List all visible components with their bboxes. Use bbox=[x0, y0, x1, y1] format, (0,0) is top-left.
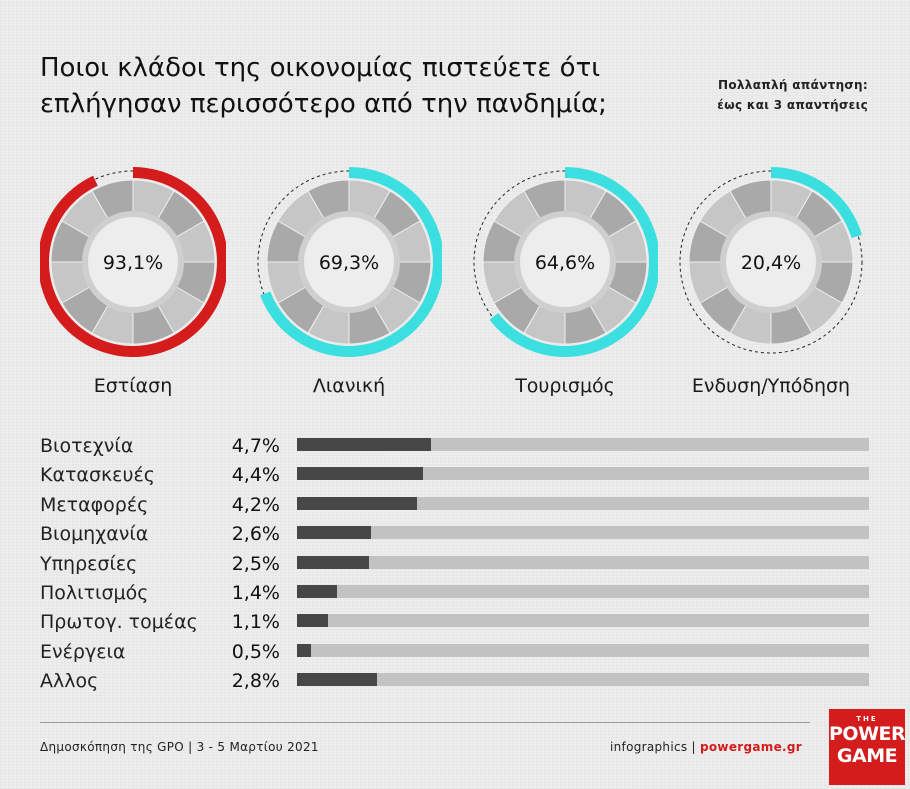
bar-row: Πολιτισμός 1,4% bbox=[0, 579, 910, 607]
donut-category-label: Ενδυση/Υπόδηση bbox=[691, 375, 851, 397]
donut-category-label: Εστίαση bbox=[93, 375, 173, 397]
footer-site-link[interactable]: powergame.gr bbox=[700, 740, 802, 754]
bar-fill bbox=[297, 496, 418, 510]
logo-the: THE bbox=[856, 715, 878, 723]
bar-row: Υπηρεσίες 2,5% bbox=[0, 550, 910, 578]
donut-value-label: 20,4% bbox=[741, 252, 801, 274]
bar-value-label: 2,5% bbox=[231, 552, 280, 575]
chart-title: Ποιοι κλάδοι της οικονομίας πιστεύετε ότ… bbox=[40, 50, 640, 122]
bar-row: Βιοτεχνία 4,7% bbox=[0, 432, 910, 460]
bar-value-label: 0,5% bbox=[231, 640, 280, 663]
logo-line-2: GAME bbox=[836, 745, 898, 767]
footer-credit: infographics | powergame.gr bbox=[610, 740, 802, 754]
donut-category-label: Τουρισμός bbox=[515, 375, 615, 397]
bar-value-label: 2,8% bbox=[231, 670, 280, 693]
donut-value-label: 69,3% bbox=[319, 252, 379, 274]
bar-value-label: 4,7% bbox=[231, 435, 280, 457]
bar-fill bbox=[297, 585, 338, 598]
donut-charts: 93,1% Εστίαση 69,3% Λιανική 64,6% Τουρισμός 20… bbox=[0, 150, 910, 410]
bar-track bbox=[297, 438, 869, 451]
bar-category-label: Βιομηχανία bbox=[40, 523, 149, 546]
bar-track bbox=[297, 526, 869, 540]
donut-svg: 20,4% bbox=[679, 167, 863, 354]
donut-center bbox=[720, 211, 822, 313]
note-line-2: έως και 3 απαντήσεις bbox=[717, 98, 868, 112]
bar-row: Μεταφορές 4,2% bbox=[0, 491, 910, 519]
bar-value-label: 4,2% bbox=[231, 493, 280, 516]
donut-4: 20,4% Ενδυση/Υπόδηση bbox=[678, 150, 898, 410]
bar-fill bbox=[297, 467, 423, 481]
footer-source: Δημοσκόπηση της GPO | 3 - 5 Μαρτίου 2021 bbox=[40, 740, 319, 754]
donut-center bbox=[82, 211, 184, 313]
bar-row: Κατασκευές 4,4% bbox=[0, 461, 910, 489]
donut-center bbox=[514, 211, 616, 313]
bar-fill bbox=[297, 643, 312, 657]
bar-value-label: 4,4% bbox=[231, 464, 280, 487]
bar-value-label: 1,1% bbox=[231, 611, 280, 634]
bar-row: Βιομηχανία 2,6% bbox=[0, 520, 910, 548]
donut-3: 64,6% Τουρισμός bbox=[472, 150, 692, 410]
bar-track bbox=[297, 643, 869, 657]
donut-value-arc bbox=[771, 167, 863, 239]
bar-row: Πρωτογ. τομέας 1,1% bbox=[0, 608, 910, 636]
bar-track bbox=[297, 555, 869, 569]
donut-center bbox=[298, 211, 400, 313]
bar-track bbox=[297, 467, 869, 481]
bar-value-label: 2,6% bbox=[231, 523, 280, 546]
bar-track bbox=[297, 673, 869, 687]
bar-category-label: Υπηρεσίες bbox=[40, 552, 138, 575]
donut-category-label: Λιανική bbox=[312, 375, 386, 397]
bar-track bbox=[297, 614, 869, 628]
donut-svg: 93,1% bbox=[40, 167, 226, 357]
donut-svg: 64,6% bbox=[473, 167, 658, 357]
bar-fill bbox=[297, 614, 329, 628]
donut-value-label: 64,6% bbox=[535, 252, 595, 274]
bar-category-label: Πολιτισμός bbox=[40, 582, 149, 604]
chart-title-line-1: Ποιοι κλάδοι της οικονομίας πιστεύετε ότ… bbox=[40, 53, 601, 83]
bar-category-label: Βιοτεχνία bbox=[40, 435, 134, 457]
footer-divider bbox=[40, 722, 810, 723]
bar-fill bbox=[297, 526, 372, 540]
multiple-answer-note: Πολλαπλή απάντηση: έως και 3 απαντήσεις bbox=[717, 75, 868, 115]
bar-track bbox=[297, 585, 869, 598]
bar-row: Ενέργεια 0,5% bbox=[0, 638, 910, 666]
chart-title-line-2: επλήγησαν περισσότερο από την πανδημία; bbox=[40, 89, 607, 119]
bar-category-label: Αλλος bbox=[40, 670, 99, 693]
donut-2: 69,3% Λιανική bbox=[256, 150, 476, 410]
bar-row: Αλλος 2,8% bbox=[0, 667, 910, 695]
bar-category-label: Κατασκευές bbox=[40, 464, 155, 487]
bar-category-label: Ενέργεια bbox=[40, 640, 126, 663]
donut-1: 93,1% Εστίαση bbox=[40, 150, 260, 410]
bar-fill bbox=[297, 555, 369, 569]
bar-fill bbox=[297, 438, 432, 451]
bar-track bbox=[297, 496, 869, 510]
note-line-1: Πολλαπλή απάντηση: bbox=[718, 78, 868, 92]
donut-svg: 69,3% bbox=[257, 167, 442, 357]
powergame-logo[interactable]: THE POWER GAME bbox=[829, 709, 906, 785]
bar-category-label: Μεταφορές bbox=[40, 493, 149, 516]
logo-line-1: POWER bbox=[829, 723, 906, 745]
donut-value-label: 93,1% bbox=[103, 252, 163, 274]
bar-fill bbox=[297, 673, 378, 687]
bar-category-label: Πρωτογ. τομέας bbox=[40, 611, 198, 634]
bar-value-label: 1,4% bbox=[231, 582, 280, 604]
footer-credit-label: infographics | bbox=[610, 740, 700, 754]
